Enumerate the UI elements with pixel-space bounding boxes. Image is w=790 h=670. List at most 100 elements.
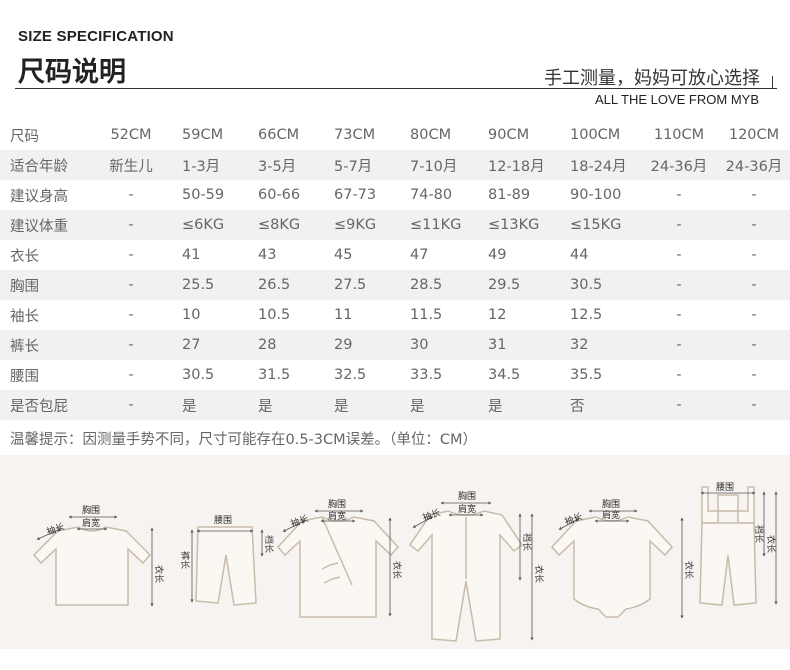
crotch-label: 裆长 [521, 533, 533, 551]
chest-label: 胸围 [602, 498, 620, 510]
table-cell: 49 [488, 247, 507, 263]
shoulder-label: 肩宽 [328, 510, 346, 522]
table-cell: 35.5 [570, 367, 603, 383]
row-label: 裤长 [10, 338, 39, 355]
table-cell: ≤6KG [182, 217, 225, 233]
table-cell: 45 [334, 247, 353, 263]
row-label: 尺码 [10, 128, 39, 145]
table-cell: 否 [570, 398, 585, 415]
slogan-zh: 手工测量，妈妈可放心选择 [544, 68, 760, 89]
title-en: SIZE SPECIFICATION [18, 28, 174, 45]
table-row: 适合年龄 新生儿 1-3月 3-5月 5-7月 7-10月 12-18月 18-… [0, 150, 790, 180]
shoulder-label: 肩宽 [458, 503, 476, 515]
wrap-top-icon [276, 516, 400, 618]
table-row: 胸围 - 25.5 26.5 27.5 28.5 29.5 30.5 - - [0, 270, 790, 300]
table-cell: 31.5 [258, 367, 291, 383]
table-cell: 33.5 [410, 367, 443, 383]
row-label: 胸围 [10, 278, 39, 295]
table-cell: - [676, 307, 682, 323]
overalls-icon [699, 486, 757, 606]
waist-label: 腰围 [214, 515, 232, 526]
table-cell: 12-18月 [488, 158, 545, 175]
pants-icon [195, 526, 257, 606]
row-label: 腰围 [10, 368, 39, 385]
table-cell: 60-66 [258, 187, 301, 203]
table-cell: 73CM [334, 127, 376, 143]
table-cell: 28 [258, 337, 277, 353]
table-cell: 47 [410, 247, 429, 263]
table-row: 是否包屁 - 是 是 是 是 是 否 - - [0, 390, 790, 420]
page-title: 尺码说明 [18, 57, 126, 88]
bodysuit-icon [550, 516, 674, 618]
chest-label: 胸围 [82, 504, 100, 516]
table-cell: 29.5 [488, 277, 521, 293]
table-cell: 10 [182, 307, 201, 323]
table-cell: 50-59 [182, 187, 225, 203]
table-cell: 25.5 [182, 277, 215, 293]
waist-label: 腰围 [716, 482, 734, 493]
table-cell: - [751, 307, 757, 323]
table-cell: - [676, 397, 682, 413]
table-cell: 90-100 [570, 187, 622, 203]
table-cell: 3-5月 [258, 158, 297, 175]
table-row: 建议身高 - 50-59 60-66 67-73 74-80 81-89 90-… [0, 180, 790, 210]
table-cell: 1-3月 [182, 158, 221, 175]
pants-length-label: 裤长 [179, 551, 191, 569]
shoulder-label: 肩宽 [82, 517, 100, 529]
table-cell: 74-80 [410, 187, 453, 203]
table-cell: - [128, 187, 134, 203]
table-row: 建议体重 - ≤6KG ≤8KG ≤9KG ≤11KG ≤13KG ≤15KG … [0, 210, 790, 240]
table-cell: - [676, 187, 682, 203]
measurement-illustrations: 胸围 肩宽 袖长 衣长 腰围 裤长 裆长 胸围 肩宽 袖长 衣 [0, 455, 790, 649]
table-cell: 81-89 [488, 187, 531, 203]
table-cell: 80CM [410, 127, 452, 143]
table-cell: 59CM [182, 127, 224, 143]
table-cell: 24-36月 [725, 158, 783, 175]
table-cell: 11.5 [410, 307, 443, 323]
table-cell: ≤13KG [488, 217, 540, 233]
size-table: 尺码 52CM 59CM 66CM 73CM 80CM 90CM 100CM 1… [0, 120, 790, 420]
row-label: 是否包屁 [10, 398, 68, 415]
table-cell: 12.5 [570, 307, 603, 323]
row-label: 建议身高 [10, 188, 68, 205]
chest-label: 胸围 [328, 498, 346, 510]
table-cell: ≤15KG [570, 217, 622, 233]
table-cell: 34.5 [488, 367, 521, 383]
table-cell: 是 [410, 398, 425, 415]
table-cell: 32.5 [334, 367, 367, 383]
table-cell: - [128, 307, 134, 323]
table-cell: 67-73 [334, 187, 377, 203]
table-cell: 是 [334, 398, 349, 415]
row-label: 袖长 [10, 308, 39, 325]
crotch-label: 裆长 [753, 525, 765, 543]
table-cell: - [128, 367, 134, 383]
table-cell: 12 [488, 307, 507, 323]
table-cell: - [676, 247, 682, 263]
row-label: 适合年龄 [10, 158, 68, 175]
table-cell: 30 [410, 337, 429, 353]
length-label: 衣长 [391, 561, 403, 579]
table-cell: - [128, 247, 134, 263]
table-cell: - [676, 217, 682, 233]
length-label: 衣长 [533, 565, 545, 583]
table-cell: - [751, 397, 757, 413]
table-cell: 18-24月 [570, 158, 627, 175]
table-cell: - [676, 337, 682, 353]
table-cell: 30.5 [570, 277, 603, 293]
table-cell: 31 [488, 337, 507, 353]
table-cell: 5-7月 [334, 158, 373, 175]
table-cell: 32 [570, 337, 589, 353]
shoulder-label: 肩宽 [602, 509, 620, 521]
table-cell: 52CM [110, 127, 152, 143]
table-cell: - [128, 217, 134, 233]
table-cell: 27 [182, 337, 201, 353]
chest-label: 胸围 [458, 490, 476, 502]
table-cell: 43 [258, 247, 277, 263]
table-row: 袖长 - 10 10.5 11 11.5 12 12.5 - - [0, 300, 790, 330]
table-cell: 28.5 [410, 277, 443, 293]
table-cell: - [751, 367, 757, 383]
table-cell: 27.5 [334, 277, 367, 293]
table-cell: 11 [334, 307, 353, 323]
row-label: 建议体重 [10, 218, 68, 235]
table-cell: 41 [182, 247, 201, 263]
